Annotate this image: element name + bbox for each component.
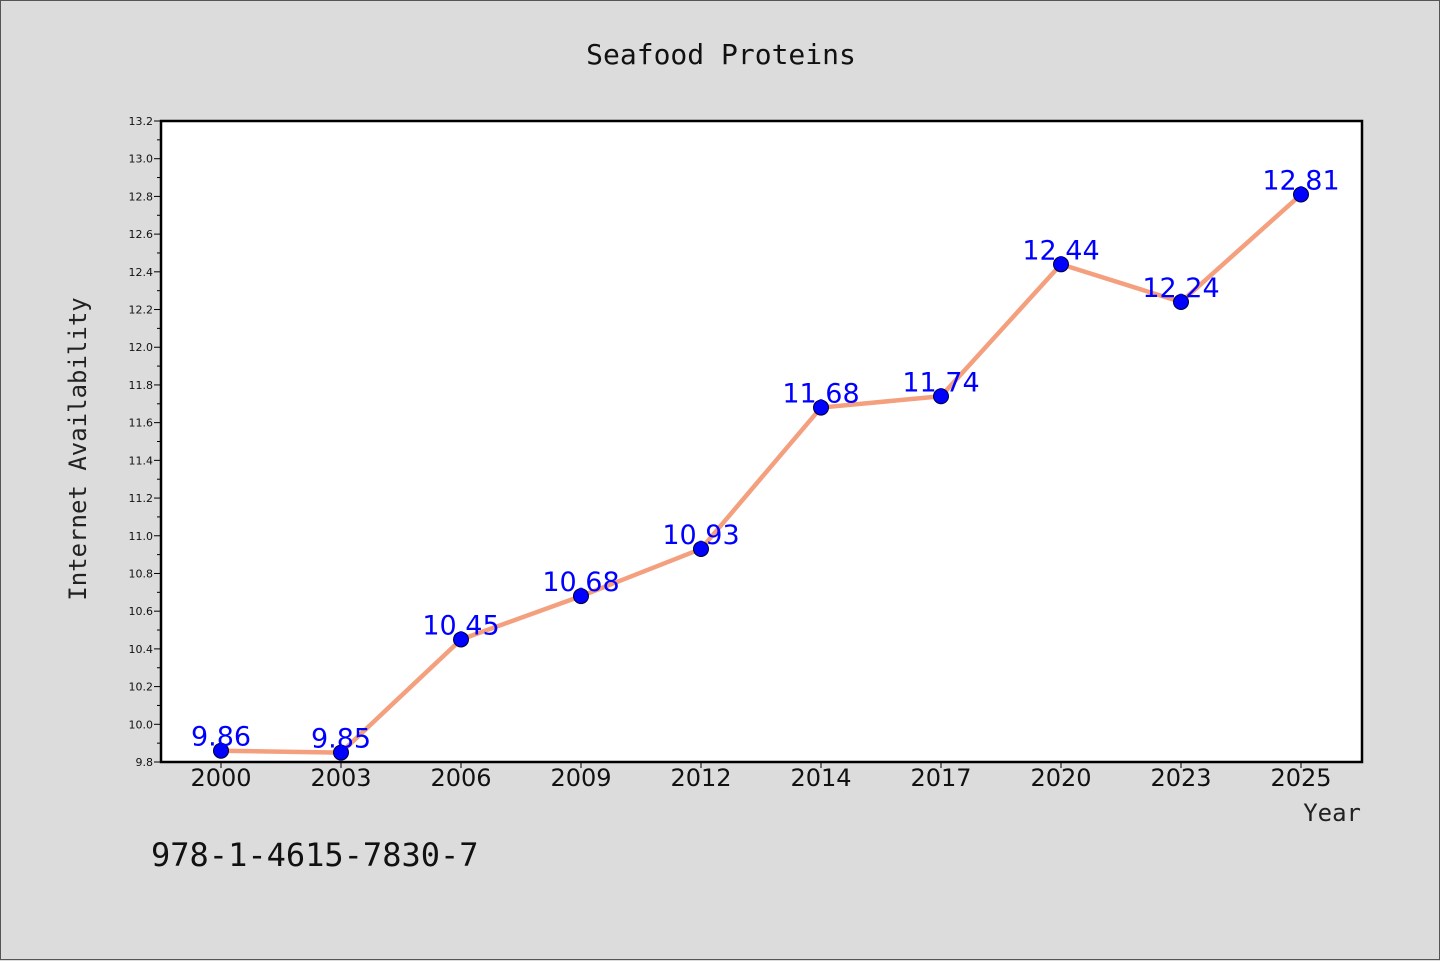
data-label: 11.68 (782, 379, 859, 410)
y-tick-label: 12.2 (129, 304, 154, 317)
x-tick-label: 2023 (1150, 764, 1211, 792)
data-labels: 9.86 9.85 10.45 10.68 10.93 11.68 11.74 12.44 12… (191, 166, 1340, 755)
isbn-text: 978-1-4615-7830-7 (151, 836, 479, 874)
y-tick-label: 11.0 (129, 530, 154, 543)
y-tick-label: 12.4 (129, 266, 154, 279)
chart-title: Seafood Proteins (586, 38, 856, 71)
y-tick-label: 9.8 (136, 756, 154, 769)
x-tick-label: 2006 (430, 764, 491, 792)
data-label: 9.85 (311, 724, 371, 755)
y-tick-label: 12.6 (129, 228, 154, 241)
data-label: 10.45 (422, 610, 499, 641)
y-tick-label: 12.8 (129, 190, 154, 203)
y-tick-label: 11.4 (129, 454, 154, 467)
data-label: 10.68 (542, 567, 619, 598)
x-axis-label: Year (1303, 799, 1361, 827)
y-tick-label: 13.2 (129, 115, 154, 128)
data-point (1173, 293, 1189, 310)
y-axis: 9.8 10.0 10.2 10.4 10.6 10.8 11.0 11.2 11.4 11.6 1… (129, 115, 161, 769)
y-axis-label: Internet Availability (64, 297, 92, 600)
y-tick-label: 11.2 (129, 492, 154, 505)
data-point (813, 399, 829, 416)
data-label: 12.24 (1142, 273, 1219, 304)
x-tick-label: 2025 (1270, 764, 1331, 792)
x-tick-label: 2003 (310, 764, 371, 792)
data-point (933, 388, 949, 405)
data-point (333, 744, 349, 761)
plot-area (159, 119, 1364, 764)
y-tick-label: 11.8 (129, 379, 154, 392)
x-tick-label: 2000 (190, 764, 251, 792)
data-label: 9.86 (191, 722, 251, 753)
y-tick-label: 13.0 (129, 153, 154, 166)
data-point (693, 540, 709, 557)
x-tick-label: 2020 (1030, 764, 1091, 792)
y-tick-label: 10.8 (129, 567, 154, 580)
x-tick-label: 2017 (910, 764, 971, 792)
data-point (1053, 256, 1069, 273)
data-point (1293, 186, 1309, 203)
data-label: 12.81 (1262, 166, 1339, 197)
data-label: 11.74 (902, 367, 979, 398)
y-tick-label: 10.6 (129, 605, 154, 618)
data-point (573, 588, 589, 605)
y-tick-label: 11.6 (129, 417, 154, 430)
data-label: 10.93 (662, 520, 739, 551)
x-tick-label: 2009 (550, 764, 611, 792)
series-layer (213, 186, 1309, 761)
x-axis: 2000 2003 2006 2009 2012 2014 2017 2020 2023 2025 (190, 762, 1332, 792)
data-point (453, 631, 469, 648)
y-tick-label: 10.4 (129, 643, 154, 656)
data-point (213, 742, 229, 759)
data-label: 12.44 (1022, 235, 1099, 266)
x-tick-label: 2014 (790, 764, 851, 792)
series-line (218, 192, 1304, 755)
x-tick-label: 2012 (670, 764, 731, 792)
y-tick-label: 12.0 (129, 341, 154, 354)
y-tick-label: 10.0 (129, 718, 154, 731)
y-tick-label: 10.2 (129, 681, 154, 694)
